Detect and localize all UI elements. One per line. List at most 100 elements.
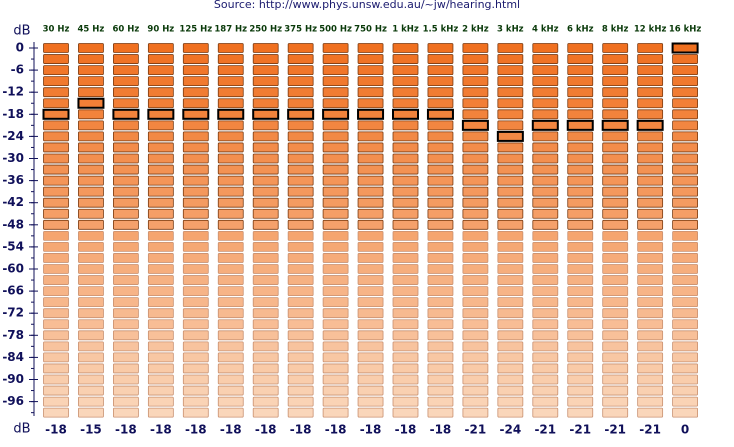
level-cell[interactable]: [252, 396, 279, 407]
level-cell[interactable]: [252, 109, 279, 120]
level-cell[interactable]: [43, 219, 69, 230]
level-cell[interactable]: [357, 186, 384, 197]
level-cell[interactable]: [427, 120, 454, 131]
level-cell[interactable]: [113, 98, 139, 109]
level-cell[interactable]: [357, 275, 384, 285]
level-cell[interactable]: [462, 54, 489, 64]
level-cell[interactable]: [637, 186, 664, 197]
level-cell[interactable]: [462, 43, 489, 53]
level-cell[interactable]: [78, 330, 104, 341]
level-cell[interactable]: [147, 352, 174, 363]
level-cell[interactable]: [602, 98, 629, 109]
level-cell[interactable]: [637, 319, 664, 330]
level-cell[interactable]: [532, 109, 559, 120]
selected-cell[interactable]: [217, 108, 245, 120]
level-cell[interactable]: [217, 308, 244, 319]
level-cell[interactable]: [637, 43, 664, 53]
level-cell[interactable]: [252, 363, 279, 374]
level-cell[interactable]: [287, 330, 314, 341]
level-cell[interactable]: [602, 43, 629, 53]
level-cell[interactable]: [462, 230, 489, 241]
level-cell[interactable]: [637, 363, 664, 374]
level-cell[interactable]: [252, 197, 279, 208]
level-cell[interactable]: [602, 241, 629, 252]
level-cell[interactable]: [113, 43, 139, 53]
level-cell[interactable]: [392, 109, 419, 120]
level-cell[interactable]: [147, 341, 174, 352]
level-cell[interactable]: [567, 352, 594, 363]
level-cell[interactable]: [602, 120, 629, 131]
level-cell[interactable]: [147, 407, 174, 418]
level-cell[interactable]: [322, 319, 349, 330]
level-cell[interactable]: [113, 120, 139, 131]
level-cell[interactable]: [637, 219, 664, 230]
level-cell[interactable]: [357, 341, 384, 352]
level-cell[interactable]: [637, 175, 664, 186]
level-cell[interactable]: [532, 186, 559, 197]
level-cell[interactable]: [287, 153, 314, 164]
selected-cell[interactable]: [182, 108, 210, 120]
level-cell[interactable]: [672, 43, 698, 53]
level-cell[interactable]: [43, 319, 69, 330]
level-cell[interactable]: [637, 396, 664, 407]
level-cell[interactable]: [567, 98, 594, 109]
level-cell[interactable]: [532, 120, 559, 131]
level-cell[interactable]: [147, 297, 174, 308]
level-cell[interactable]: [427, 208, 454, 219]
level-cell[interactable]: [427, 87, 454, 98]
level-cell[interactable]: [113, 175, 139, 186]
level-cell[interactable]: [462, 396, 489, 407]
level-cell[interactable]: [672, 142, 698, 153]
level-cell[interactable]: [113, 164, 139, 175]
level-cell[interactable]: [427, 264, 454, 274]
level-cell[interactable]: [43, 65, 69, 75]
level-cell[interactable]: [462, 341, 489, 352]
level-cell[interactable]: [113, 142, 139, 153]
level-cell[interactable]: [322, 186, 349, 197]
level-cell[interactable]: [217, 330, 244, 341]
level-cell[interactable]: [322, 153, 349, 164]
level-cell[interactable]: [322, 352, 349, 363]
level-cell[interactable]: [182, 241, 209, 252]
level-cell[interactable]: [147, 186, 174, 197]
level-cell[interactable]: [322, 230, 349, 241]
level-cell[interactable]: [217, 286, 244, 297]
level-cell[interactable]: [147, 286, 174, 297]
level-cell[interactable]: [602, 76, 629, 87]
level-cell[interactable]: [287, 186, 314, 197]
level-cell[interactable]: [43, 275, 69, 285]
level-cell[interactable]: [602, 54, 629, 64]
level-cell[interactable]: [322, 241, 349, 252]
level-cell[interactable]: [497, 142, 524, 153]
level-cell[interactable]: [427, 374, 454, 385]
level-cell[interactable]: [217, 142, 244, 153]
level-cell[interactable]: [113, 241, 139, 252]
level-cell[interactable]: [322, 297, 349, 308]
level-cell[interactable]: [147, 153, 174, 164]
level-cell[interactable]: [43, 120, 69, 131]
level-cell[interactable]: [392, 131, 419, 142]
level-cell[interactable]: [357, 264, 384, 274]
level-cell[interactable]: [147, 175, 174, 186]
level-cell[interactable]: [392, 65, 419, 75]
level-cell[interactable]: [43, 374, 69, 385]
level-cell[interactable]: [78, 87, 104, 98]
level-cell[interactable]: [637, 208, 664, 219]
level-cell[interactable]: [672, 264, 698, 274]
level-cell[interactable]: [427, 131, 454, 142]
level-cell[interactable]: [392, 241, 419, 252]
level-cell[interactable]: [113, 197, 139, 208]
level-cell[interactable]: [672, 286, 698, 297]
level-cell[interactable]: [217, 407, 244, 418]
level-cell[interactable]: [252, 54, 279, 64]
level-cell[interactable]: [182, 297, 209, 308]
level-cell[interactable]: [287, 275, 314, 285]
level-cell[interactable]: [252, 131, 279, 142]
level-cell[interactable]: [113, 219, 139, 230]
level-cell[interactable]: [392, 87, 419, 98]
level-cell[interactable]: [532, 385, 559, 396]
level-cell[interactable]: [532, 396, 559, 407]
level-cell[interactable]: [287, 197, 314, 208]
level-cell[interactable]: [287, 43, 314, 53]
level-cell[interactable]: [357, 153, 384, 164]
